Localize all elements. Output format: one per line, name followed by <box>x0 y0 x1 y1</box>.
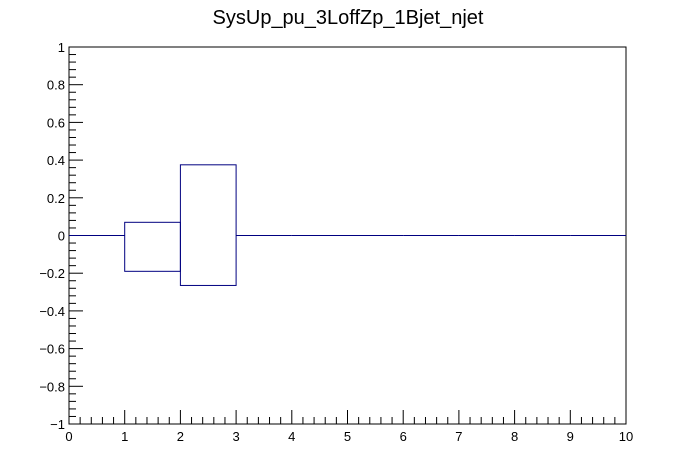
x-tick-label: 5 <box>344 429 351 444</box>
y-tick-label: −0.4 <box>39 304 65 319</box>
y-tick-label: −0.6 <box>39 342 65 357</box>
bin-box <box>124 221 181 272</box>
y-tick-label: 1 <box>58 40 65 55</box>
x-tick-label: 4 <box>288 429 295 444</box>
x-tick-label: 7 <box>455 429 462 444</box>
x-tick-label: 0 <box>65 429 72 444</box>
y-tick-label: −0.2 <box>39 266 65 281</box>
y-tick-label: 0.2 <box>47 191 65 206</box>
y-tick-label: −1 <box>50 417 65 432</box>
x-tick-label: 2 <box>177 429 184 444</box>
x-tick-label: 8 <box>511 429 518 444</box>
y-tick-label: −0.8 <box>39 379 65 394</box>
x-axis: 0 1 2 3 4 5 6 7 8 9 10 <box>65 410 633 444</box>
x-tick-label: 3 <box>232 429 239 444</box>
y-axis: 1 0.8 0.6 0.4 0.2 0 −0.2 −0.4 −0.6 −0.8 −1 <box>39 40 83 432</box>
y-tick-label: 0.4 <box>47 153 65 168</box>
data-series <box>69 164 626 286</box>
bin-box <box>179 164 237 286</box>
y-tick-label: 0.6 <box>47 115 65 130</box>
x-tick-label: 1 <box>121 429 128 444</box>
x-tick-label: 6 <box>400 429 407 444</box>
y-tick-label: 0.8 <box>47 78 65 93</box>
x-tick-label: 10 <box>619 429 633 444</box>
y-tick-label: 0 <box>58 229 65 244</box>
x-tick-label: 9 <box>567 429 574 444</box>
chart-title: SysUp_pu_3LoffZp_1Bjet_njet <box>213 7 484 29</box>
